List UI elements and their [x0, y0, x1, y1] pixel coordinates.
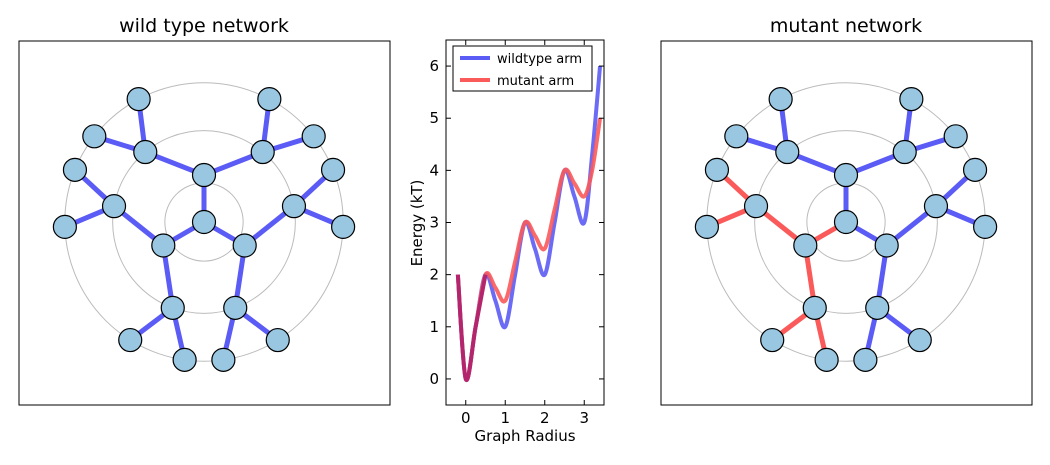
network-node — [923, 194, 949, 219]
network-node — [973, 214, 998, 239]
network-node — [133, 139, 158, 165]
network-node — [907, 327, 932, 353]
network-node — [320, 157, 346, 182]
network-node — [250, 139, 275, 165]
y-tick-label: 0 — [429, 370, 439, 388]
network-node — [52, 214, 77, 239]
network-node — [853, 347, 878, 372]
network-node — [865, 295, 890, 320]
network-node — [211, 347, 236, 372]
overlap-line — [455, 274, 488, 383]
x-axis-label: Graph Radius — [474, 427, 575, 445]
network-node — [126, 86, 151, 112]
network-node — [775, 139, 800, 165]
network-node — [232, 233, 257, 258]
wild-type-network-graph — [52, 82, 356, 372]
network-node — [874, 233, 899, 258]
network-node — [802, 295, 827, 320]
network-node — [760, 327, 785, 353]
legend-mutant-label: mutant arm — [497, 74, 574, 89]
y-tick-label: 5 — [429, 109, 439, 127]
network-node — [172, 347, 197, 372]
wild-type-network-title: wild type network — [119, 15, 289, 37]
network-node — [82, 124, 107, 149]
y-tick-label: 4 — [429, 161, 439, 179]
network-node — [223, 295, 248, 320]
network-node — [331, 214, 356, 239]
network-node — [943, 124, 968, 149]
network-node — [62, 157, 88, 182]
chart-legend: wildtype arm mutant arm — [452, 45, 593, 92]
center-node — [191, 209, 217, 235]
energy-chart-panel: 0 1 2 3 0 1 2 3 4 5 6 Graph Radius Energy (kT) wil… — [408, 39, 605, 445]
x-tick-label: 2 — [540, 409, 550, 427]
y-tick-label: 1 — [429, 318, 439, 336]
x-tick-label: 0 — [461, 409, 471, 427]
network-node — [814, 347, 839, 372]
radius-ring-2 — [754, 130, 938, 314]
x-tick-label: 1 — [500, 409, 510, 427]
mutant-network-title: mutant network — [770, 15, 922, 37]
network-node — [704, 157, 730, 182]
network-node — [768, 86, 793, 112]
wild-type-network-panel: wild type network — [18, 15, 391, 406]
network-node — [899, 86, 924, 112]
network-node — [160, 295, 185, 320]
y-tick-label: 2 — [429, 266, 439, 284]
radius-ring-2 — [112, 130, 296, 314]
center-node — [833, 209, 859, 235]
network-node — [151, 233, 176, 258]
network-node — [724, 124, 749, 149]
legend-wildtype-label: wildtype arm — [497, 52, 582, 67]
network-node — [892, 139, 917, 165]
network-node — [265, 327, 290, 353]
network-node — [118, 327, 143, 353]
network-node — [281, 194, 307, 219]
network-node — [694, 214, 719, 239]
network-node — [962, 157, 988, 182]
mutant-network-graph — [694, 82, 998, 372]
network-node — [101, 194, 127, 219]
energy-chart-ticks: 0 1 2 3 0 1 2 3 4 5 6 — [429, 40, 604, 427]
mutant-network-panel: mutant network — [660, 15, 1033, 406]
y-axis-label: Energy (kT) — [408, 180, 426, 267]
network-node — [301, 124, 326, 149]
network-node — [743, 194, 769, 219]
x-tick-label: 3 — [579, 409, 589, 427]
y-tick-label: 6 — [429, 57, 439, 75]
network-node — [793, 233, 818, 258]
legend-box — [452, 45, 593, 92]
network-node — [833, 162, 859, 188]
energy-chart-lines — [455, 65, 603, 383]
network-node — [257, 86, 282, 112]
y-tick-label: 3 — [429, 214, 439, 232]
network-node — [191, 162, 217, 188]
